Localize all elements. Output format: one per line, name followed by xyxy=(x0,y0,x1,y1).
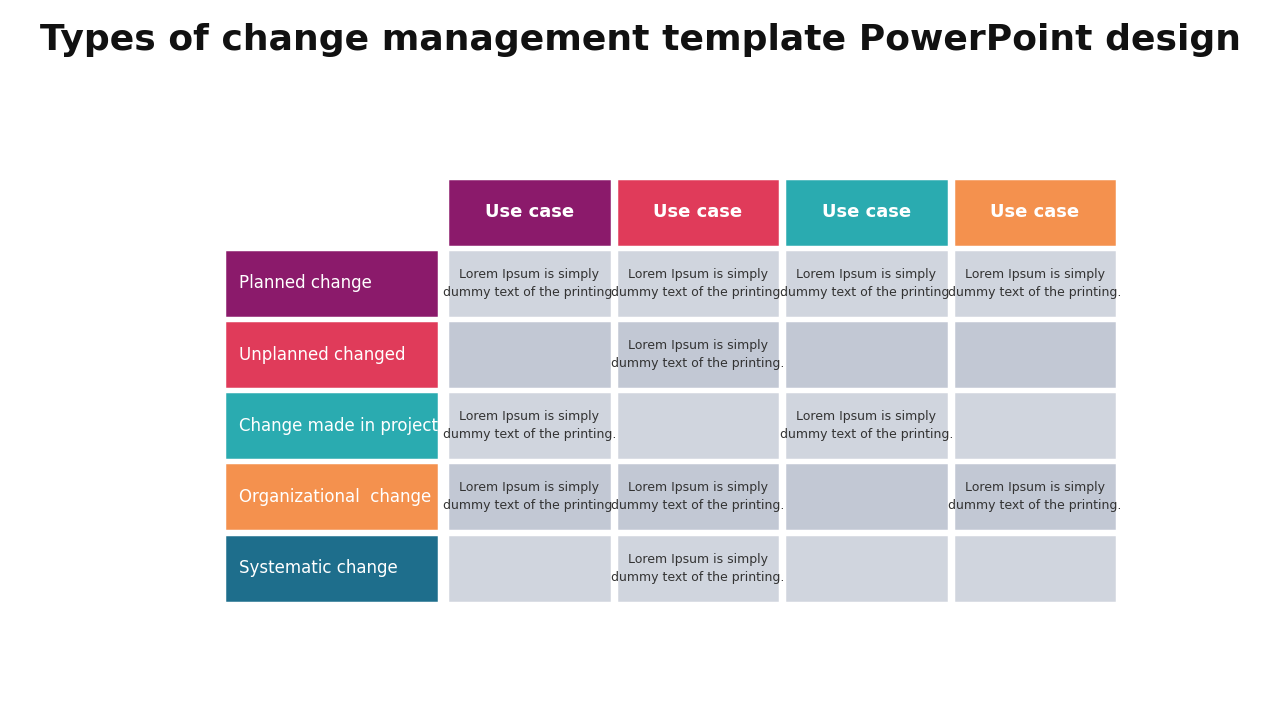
Text: Lorem Ipsum is simply
dummy text of the printing.: Lorem Ipsum is simply dummy text of the … xyxy=(612,268,785,299)
Bar xyxy=(616,462,781,531)
Bar xyxy=(447,249,612,318)
Bar xyxy=(785,320,948,389)
Bar xyxy=(616,249,781,318)
Bar xyxy=(952,249,1117,318)
Bar xyxy=(224,534,439,603)
Text: Types of change management template PowerPoint design: Types of change management template Powe… xyxy=(40,22,1240,57)
Text: Use case: Use case xyxy=(822,203,911,221)
Bar xyxy=(952,392,1117,460)
Bar xyxy=(447,534,612,603)
Text: Lorem Ipsum is simply
dummy text of the printing.: Lorem Ipsum is simply dummy text of the … xyxy=(948,482,1121,513)
Text: Organizational  change: Organizational change xyxy=(239,488,431,506)
Text: Use case: Use case xyxy=(991,203,1079,221)
Text: Planned change: Planned change xyxy=(239,274,372,292)
Bar xyxy=(785,392,948,460)
Bar xyxy=(785,249,948,318)
Bar xyxy=(447,392,612,460)
Text: Lorem Ipsum is simply
dummy text of the printing.: Lorem Ipsum is simply dummy text of the … xyxy=(443,268,616,299)
Text: Lorem Ipsum is simply
dummy text of the printing.: Lorem Ipsum is simply dummy text of the … xyxy=(443,410,616,441)
Text: Lorem Ipsum is simply
dummy text of the printing.: Lorem Ipsum is simply dummy text of the … xyxy=(612,552,785,584)
Bar xyxy=(952,178,1117,247)
Bar xyxy=(224,462,439,531)
Text: Lorem Ipsum is simply
dummy text of the printing.: Lorem Ipsum is simply dummy text of the … xyxy=(612,339,785,370)
Bar xyxy=(224,392,439,460)
Bar xyxy=(447,462,612,531)
Bar xyxy=(785,534,948,603)
Bar xyxy=(952,534,1117,603)
Bar xyxy=(785,462,948,531)
Text: Lorem Ipsum is simply
dummy text of the printing.: Lorem Ipsum is simply dummy text of the … xyxy=(780,268,954,299)
Bar xyxy=(616,392,781,460)
Bar xyxy=(224,320,439,389)
Bar xyxy=(616,534,781,603)
Bar xyxy=(224,249,439,318)
Bar xyxy=(224,178,443,249)
Bar xyxy=(616,178,781,247)
Text: Systematic change: Systematic change xyxy=(239,559,398,577)
Bar xyxy=(952,320,1117,389)
Text: Unplanned changed: Unplanned changed xyxy=(239,346,406,364)
Text: Lorem Ipsum is simply
dummy text of the printing.: Lorem Ipsum is simply dummy text of the … xyxy=(780,410,954,441)
Text: Use case: Use case xyxy=(653,203,742,221)
Bar xyxy=(616,320,781,389)
Bar xyxy=(447,320,612,389)
Bar xyxy=(952,462,1117,531)
Text: Use case: Use case xyxy=(485,203,573,221)
Bar xyxy=(447,178,612,247)
Text: Change made in project: Change made in project xyxy=(239,417,438,435)
Text: Lorem Ipsum is simply
dummy text of the printing.: Lorem Ipsum is simply dummy text of the … xyxy=(612,482,785,513)
Text: Lorem Ipsum is simply
dummy text of the printing.: Lorem Ipsum is simply dummy text of the … xyxy=(443,482,616,513)
Text: Lorem Ipsum is simply
dummy text of the printing.: Lorem Ipsum is simply dummy text of the … xyxy=(948,268,1121,299)
Bar xyxy=(785,178,948,247)
